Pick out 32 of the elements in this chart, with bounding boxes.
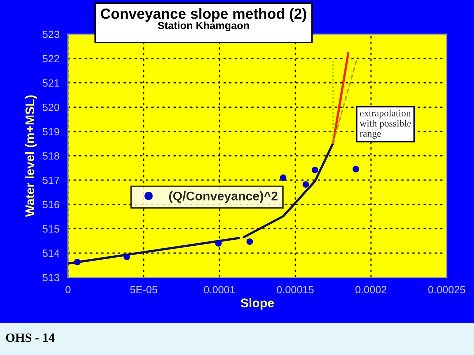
chart-title: Conveyance slope method (2) bbox=[101, 8, 306, 22]
point bbox=[74, 259, 81, 266]
text: OHS - 14 bbox=[6, 334, 55, 342]
x-tick-label: 0.0001 bbox=[204, 286, 236, 294]
point bbox=[215, 240, 222, 247]
annotation: extrapolation with possible range bbox=[360, 110, 412, 139]
chart-subtitle: Station Khamgaon bbox=[158, 22, 250, 32]
y-tick-label: 522 bbox=[42, 55, 60, 63]
y-tick-label: 518 bbox=[42, 152, 60, 160]
y-tick-label: 515 bbox=[42, 226, 60, 233]
x-tick-label: 0 bbox=[66, 286, 71, 294]
y-tick-label: 514 bbox=[42, 250, 60, 258]
y-tick-label: 519 bbox=[42, 128, 60, 136]
y-tick-label: 517 bbox=[42, 176, 60, 184]
point bbox=[124, 254, 130, 260]
y-tick-label: 516 bbox=[42, 201, 60, 209]
y-tick-label: 521 bbox=[42, 80, 60, 87]
point bbox=[302, 181, 310, 188]
y-tick-label: 523 bbox=[42, 30, 60, 38]
x-tick-label: 0.00015 bbox=[277, 286, 314, 294]
point bbox=[246, 238, 254, 246]
y-tick-label: 513 bbox=[42, 274, 60, 282]
y-tick-label: 520 bbox=[42, 104, 60, 112]
point bbox=[352, 166, 360, 173]
point bbox=[280, 174, 287, 182]
legend-label: (Q/Conveyance)^2 bbox=[169, 192, 278, 204]
x-tick-label: 0.0002 bbox=[356, 286, 387, 294]
x-tick-label: 5E-05 bbox=[130, 286, 158, 294]
y-axis-title: Water level (m+MSL) bbox=[25, 96, 37, 218]
x-tick-label: 0.00025 bbox=[428, 286, 466, 294]
point bbox=[312, 166, 318, 174]
x-axis-title: Slope bbox=[240, 298, 274, 310]
